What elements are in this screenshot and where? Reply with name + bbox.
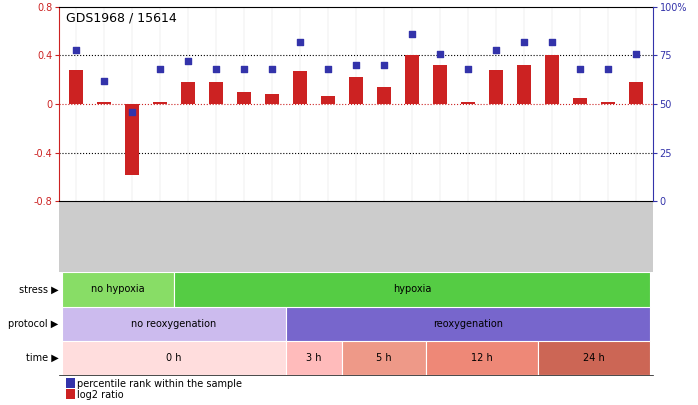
Text: 0 h: 0 h (166, 353, 181, 363)
Bar (153, 102, 167, 104)
Text: no reoxygenation: no reoxygenation (131, 319, 216, 329)
Bar (342, 341, 426, 375)
Bar (209, 82, 223, 104)
Point (602, 66, 614, 72)
Bar (545, 55, 559, 104)
Point (211, 66, 222, 72)
Bar (174, 272, 650, 307)
Bar (293, 71, 307, 104)
Text: hypoxia: hypoxia (393, 284, 431, 294)
Bar (426, 341, 538, 375)
Point (490, 47, 501, 53)
Text: 3 h: 3 h (306, 353, 322, 363)
Bar (181, 82, 195, 104)
Text: GDS1968 / 15614: GDS1968 / 15614 (66, 11, 177, 24)
Point (322, 66, 334, 72)
Bar (321, 96, 335, 104)
Point (630, 50, 641, 57)
Bar (62, 307, 286, 341)
Point (126, 109, 138, 115)
Bar (517, 65, 531, 104)
Bar (377, 87, 391, 104)
Bar (237, 92, 251, 104)
Text: 12 h: 12 h (471, 353, 493, 363)
Point (182, 58, 193, 64)
Text: protocol ▶: protocol ▶ (8, 319, 59, 329)
Point (239, 66, 250, 72)
Text: percentile rank within the sample: percentile rank within the sample (77, 379, 242, 389)
Point (406, 31, 417, 37)
Point (574, 66, 586, 72)
Bar (265, 94, 279, 104)
Point (350, 62, 362, 68)
Bar (97, 102, 111, 104)
Bar (125, 104, 139, 175)
Point (547, 38, 558, 45)
Bar (601, 102, 615, 104)
Bar (69, 70, 83, 104)
Bar (286, 341, 342, 375)
Text: no hypoxia: no hypoxia (91, 284, 145, 294)
Point (98, 77, 110, 84)
Point (434, 50, 445, 57)
Text: reoxygenation: reoxygenation (433, 319, 503, 329)
Text: stress ▶: stress ▶ (19, 284, 59, 294)
Point (519, 38, 530, 45)
Bar (538, 341, 650, 375)
Bar (286, 307, 650, 341)
Point (295, 38, 306, 45)
Bar (62, 272, 174, 307)
Point (462, 66, 473, 72)
Bar (461, 102, 475, 104)
Bar (573, 98, 587, 104)
Point (267, 66, 278, 72)
Bar (489, 70, 503, 104)
Point (378, 62, 389, 68)
Text: 5 h: 5 h (376, 353, 392, 363)
Bar (405, 55, 419, 104)
Bar (433, 65, 447, 104)
Text: time ▶: time ▶ (26, 353, 59, 363)
Text: 24 h: 24 h (583, 353, 604, 363)
Point (154, 66, 165, 72)
Point (70, 47, 82, 53)
Bar (349, 77, 363, 104)
Bar (629, 82, 643, 104)
Text: log2 ratio: log2 ratio (77, 390, 124, 400)
Bar (62, 341, 286, 375)
